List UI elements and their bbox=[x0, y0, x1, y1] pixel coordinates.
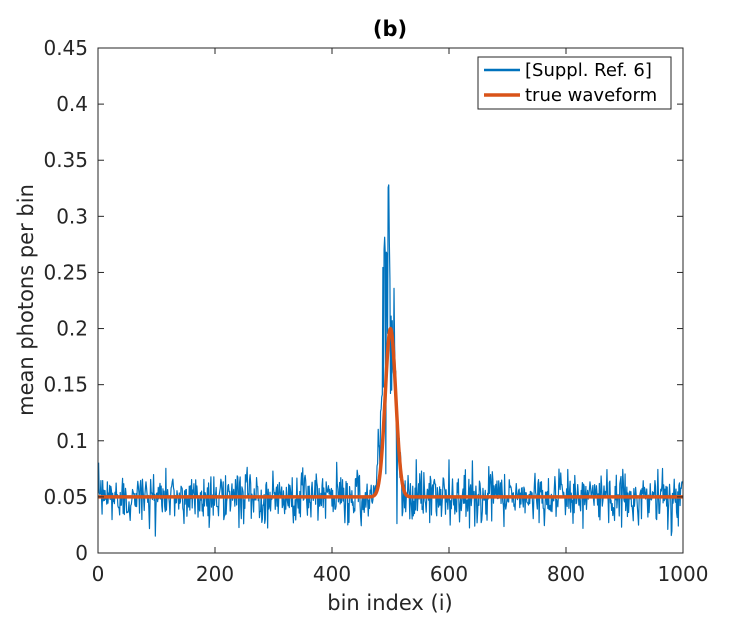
legend-box bbox=[477, 56, 672, 110]
y-tick-label: 0.15 bbox=[43, 373, 88, 397]
x-tick-label: 0 bbox=[92, 562, 105, 586]
y-tick-label: 0.35 bbox=[43, 148, 88, 172]
legend: [Suppl. Ref. 6] true waveform bbox=[477, 56, 672, 110]
x-axis-label: bin index (i) bbox=[327, 591, 453, 615]
x-tick-label: 400 bbox=[313, 562, 351, 586]
x-tick-label: 1000 bbox=[658, 562, 709, 586]
series-line-suppl-ref-6 bbox=[98, 184, 683, 537]
y-tick-label: 0.4 bbox=[56, 92, 88, 116]
x-tick-label: 800 bbox=[547, 562, 585, 586]
chart-title: (b) bbox=[373, 17, 407, 41]
axes-box bbox=[97, 47, 684, 554]
y-tick-label: 0 bbox=[75, 541, 88, 565]
y-tick-label: 0.2 bbox=[56, 317, 88, 341]
y-tick-label: 0.3 bbox=[56, 204, 88, 228]
y-tick-label: 0.45 bbox=[43, 36, 88, 60]
series-line-true-waveform bbox=[98, 326, 683, 499]
x-tick-label: 200 bbox=[196, 562, 234, 586]
y-tick-label: 0.05 bbox=[43, 485, 88, 509]
legend-label-true-waveform: true waveform bbox=[525, 85, 657, 106]
x-axis: 0 200 400 600 800 1000 bbox=[92, 48, 709, 586]
legend-label-suppl-ref-6: [Suppl. Ref. 6] bbox=[525, 60, 652, 81]
y-tick-label: 0.1 bbox=[56, 429, 88, 453]
y-tick-label: 0.25 bbox=[43, 260, 88, 284]
x-tick-label: 600 bbox=[430, 562, 468, 586]
y-axis: 0 0.05 0.1 0.15 0.2 0.25 0.3 0.35 0.4 0.45 bbox=[43, 36, 683, 565]
y-axis-label: mean photons per bin bbox=[14, 184, 38, 416]
